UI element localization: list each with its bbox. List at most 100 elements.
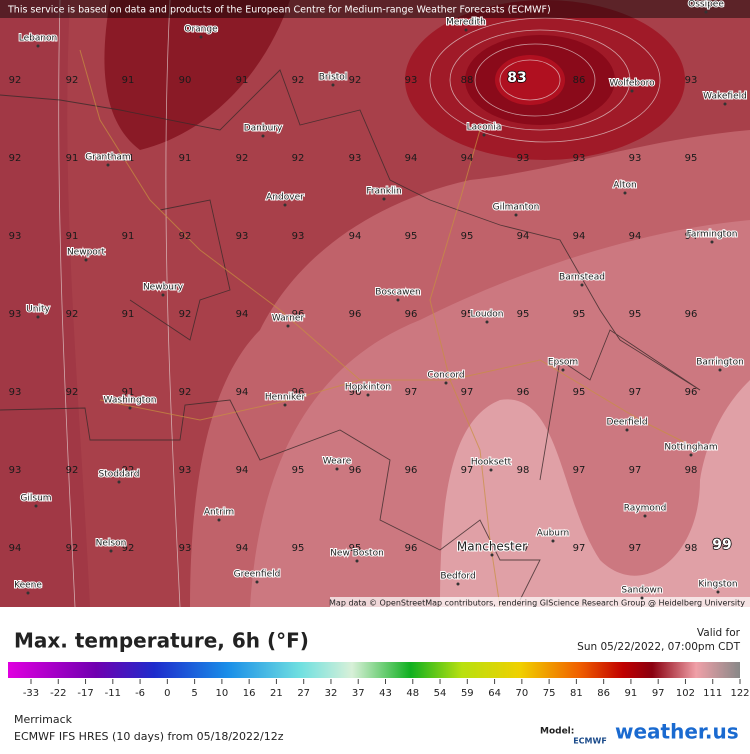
- place-name: Hooksett: [471, 458, 512, 468]
- temperature: 91: [122, 231, 135, 242]
- scale-label: 97: [652, 688, 665, 699]
- place-dot: [199, 35, 203, 39]
- temperature: 96: [685, 387, 698, 398]
- place-name: Warner: [272, 314, 305, 324]
- notice: This service is based on data and produc…: [7, 5, 551, 16]
- scale-label: 70: [515, 688, 528, 699]
- place-dot: [261, 134, 265, 138]
- place-dot: [456, 582, 460, 586]
- temperature: 92: [66, 543, 79, 554]
- place-name: Franklin: [366, 187, 401, 197]
- place-dot: [128, 406, 132, 410]
- place-name: Newport: [67, 248, 106, 258]
- temperature: 93: [179, 465, 192, 476]
- place-dot: [464, 28, 468, 32]
- temperature: 94: [9, 543, 22, 554]
- scale-label: -6: [135, 688, 145, 699]
- temperature: 97: [573, 465, 586, 476]
- place-dot: [718, 368, 722, 372]
- scale-label: 75: [543, 688, 556, 699]
- place-dot: [643, 514, 647, 518]
- temperature: 95: [461, 231, 474, 242]
- model-label: Model:: [540, 727, 574, 737]
- place-name: Greenfield: [234, 570, 281, 580]
- place-dot: [335, 467, 339, 471]
- place-name: Weare: [323, 457, 352, 467]
- place-name: Newbury: [143, 283, 184, 293]
- temperature: 95: [292, 465, 305, 476]
- place-name: Nottingham: [664, 443, 717, 453]
- temperature: 97: [461, 543, 474, 554]
- temperature: 91: [122, 75, 135, 86]
- place-name: Wakefield: [703, 92, 747, 102]
- attribution: Map data © OpenStreetMap contributors, r…: [329, 599, 745, 608]
- scale-label: 10: [216, 688, 229, 699]
- temperature: 96: [405, 309, 418, 320]
- place-dot: [36, 44, 40, 48]
- place-name: Grantham: [85, 153, 130, 163]
- place-dot: [106, 163, 110, 167]
- place-name: Washington: [104, 396, 157, 406]
- scale-label: 48: [406, 688, 419, 699]
- place-dot: [117, 480, 121, 484]
- temperature: 96: [517, 387, 530, 398]
- place-dot: [514, 213, 518, 217]
- temperature: 92: [292, 75, 305, 86]
- model-run: ECMWF IFS HRES (10 days) from 05/18/2022…: [14, 730, 284, 743]
- place-name: Wolfeboro: [609, 79, 655, 89]
- place-name: Danbury: [244, 124, 283, 134]
- scale-label: 32: [325, 688, 338, 699]
- place-name: Loudon: [471, 310, 504, 320]
- scale-label: 54: [434, 688, 447, 699]
- temperature: 91: [66, 153, 79, 164]
- scale-label: -11: [105, 688, 121, 699]
- place-dot: [444, 381, 448, 385]
- place-name: Meredith: [446, 18, 486, 28]
- place-dot: [716, 590, 720, 594]
- place-dot: [396, 298, 400, 302]
- temperature: 97: [629, 465, 642, 476]
- temperature: 92: [66, 465, 79, 476]
- scale-ticks: -33 -22 -17 -11 -6 0 5 10 16 21 27 32 37 43 48 54 59 64 70…: [23, 679, 750, 699]
- temperature: 94: [629, 231, 642, 242]
- place-name: Farmington: [687, 230, 738, 240]
- temperature: 92: [292, 153, 305, 164]
- place-name: Keene: [14, 581, 42, 591]
- place-name: Barnstead: [559, 273, 605, 283]
- map: [0, 0, 750, 608]
- temperature: 92: [66, 75, 79, 86]
- temperature: 93: [9, 387, 22, 398]
- temperature: 94: [236, 465, 249, 476]
- temperature: 95: [461, 309, 474, 320]
- temperature: 96: [405, 543, 418, 554]
- temperature: 88: [461, 75, 474, 86]
- valid-label: Valid for: [697, 627, 741, 639]
- temperature: 93: [292, 231, 305, 242]
- scale-label: 5: [191, 688, 197, 699]
- temperature: 96: [292, 387, 305, 398]
- place-name: Epsom: [548, 358, 578, 368]
- place-dot: [283, 203, 287, 207]
- temperature: 97: [629, 543, 642, 554]
- scale-label: 16: [243, 688, 256, 699]
- place-name: Lebanon: [19, 34, 58, 44]
- temperature: 93: [9, 309, 22, 320]
- place-dot: [366, 393, 370, 397]
- temperature: 98: [685, 465, 698, 476]
- place-dot: [382, 197, 386, 201]
- temperature: 93: [517, 153, 530, 164]
- temperature: 95: [573, 309, 586, 320]
- place-name: Hopkinton: [345, 383, 391, 393]
- temperature: 94: [236, 309, 249, 320]
- temperature: 94: [236, 387, 249, 398]
- temperature: 97: [461, 387, 474, 398]
- place-dot: [625, 428, 629, 432]
- place-name: Kingston: [698, 580, 737, 590]
- place-name: Gilmanton: [493, 203, 540, 213]
- temperature: 90: [179, 75, 192, 86]
- temperature: 95: [292, 543, 305, 554]
- scale-label: -17: [77, 688, 93, 699]
- place-name: Bristol: [319, 73, 348, 83]
- temperature: 93: [179, 543, 192, 554]
